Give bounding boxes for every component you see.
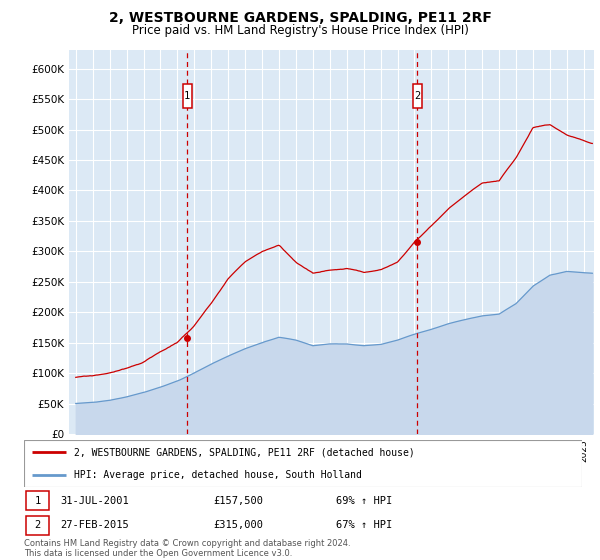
Text: 27-FEB-2015: 27-FEB-2015: [60, 520, 129, 530]
Text: £315,000: £315,000: [214, 520, 264, 530]
FancyBboxPatch shape: [413, 85, 422, 108]
Text: 67% ↑ HPI: 67% ↑ HPI: [337, 520, 393, 530]
Text: 2: 2: [34, 520, 41, 530]
Text: 2, WESTBOURNE GARDENS, SPALDING, PE11 2RF: 2, WESTBOURNE GARDENS, SPALDING, PE11 2R…: [109, 11, 491, 25]
FancyBboxPatch shape: [26, 516, 49, 535]
Text: 1: 1: [184, 91, 190, 101]
Text: 2, WESTBOURNE GARDENS, SPALDING, PE11 2RF (detached house): 2, WESTBOURNE GARDENS, SPALDING, PE11 2R…: [74, 447, 415, 458]
Text: 1: 1: [34, 496, 41, 506]
FancyBboxPatch shape: [26, 491, 49, 510]
Text: Price paid vs. HM Land Registry's House Price Index (HPI): Price paid vs. HM Land Registry's House …: [131, 24, 469, 37]
Text: HPI: Average price, detached house, South Holland: HPI: Average price, detached house, Sout…: [74, 470, 362, 480]
FancyBboxPatch shape: [182, 85, 192, 108]
Text: 2: 2: [414, 91, 421, 101]
FancyBboxPatch shape: [24, 440, 582, 487]
Text: Contains HM Land Registry data © Crown copyright and database right 2024.
This d: Contains HM Land Registry data © Crown c…: [24, 539, 350, 558]
Text: £157,500: £157,500: [214, 496, 264, 506]
Text: 31-JUL-2001: 31-JUL-2001: [60, 496, 129, 506]
Text: 69% ↑ HPI: 69% ↑ HPI: [337, 496, 393, 506]
